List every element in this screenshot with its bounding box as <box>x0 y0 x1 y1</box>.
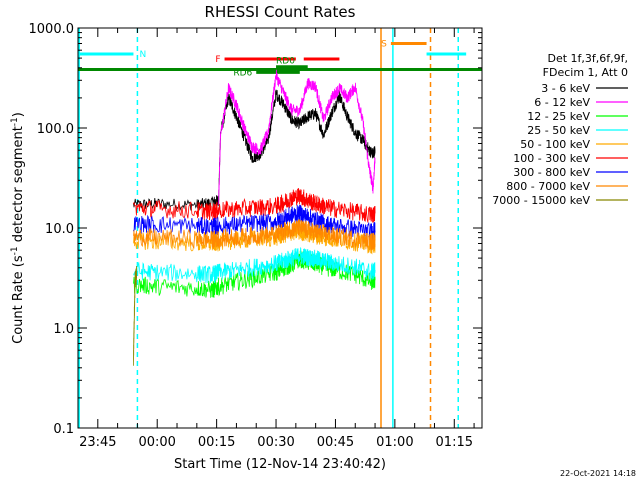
series-line-3 <box>133 246 376 284</box>
y-tick-label-0: 0.1 <box>53 422 74 437</box>
x-tick-label-4: 00:45 <box>317 435 354 450</box>
x-tick-label-3: 00:30 <box>257 435 294 450</box>
y-label-part-2: detector segment <box>11 126 26 246</box>
flag-bars: N F S RD0 RD6 <box>78 39 482 78</box>
flag-label-s: S <box>381 39 387 49</box>
axes: 0.1 1.0 10.0 100.0 1000.0 23:45 00:00 00:15 00:3… <box>29 22 482 450</box>
series-line-1 <box>218 69 376 205</box>
x-tick-label-6: 01:15 <box>436 435 473 450</box>
x-tick-label-0: 23:45 <box>79 435 116 450</box>
legend-entry-2: 12 - 25 keV <box>527 110 590 123</box>
flag-label-f: F <box>215 55 220 65</box>
y-label-sup-2: -1 <box>10 117 20 126</box>
footer-timestamp: 22-Oct-2021 14:18 <box>560 469 636 478</box>
legend-entry-8: 7000 - 15000 keV <box>492 194 590 207</box>
y-tick-label-4: 1000.0 <box>29 22 75 37</box>
series-line-8 <box>133 265 138 366</box>
chart-title: RHESSI Count Rates <box>205 3 356 21</box>
x-tick-label-1: 00:00 <box>138 435 175 450</box>
y-label-part-1: Count Rate (s <box>11 255 26 344</box>
series-lines <box>133 69 376 366</box>
legend-header-line-2: FDecim 1, Att 0 <box>543 66 628 79</box>
flag-label-rd6: RD6 <box>233 68 252 78</box>
legend-entry-1: 6 - 12 keV <box>534 96 590 109</box>
x-tick-label-2: 00:15 <box>198 435 235 450</box>
series-line-7 <box>133 218 376 251</box>
y-tick-label-2: 10.0 <box>45 222 74 237</box>
flag-label-rd0: RD0 <box>276 57 295 67</box>
legend: Det 1f,3f,6f,9f, FDecim 1, Att 0 3 - 6 k… <box>492 52 628 207</box>
y-tick-label-1: 1.0 <box>53 322 74 337</box>
y-label-part-3: ) <box>11 112 26 117</box>
legend-entry-0: 3 - 6 keV <box>541 82 590 95</box>
legend-entry-7: 800 - 7000 keV <box>506 180 590 193</box>
legend-entry-5: 100 - 300 keV <box>513 152 590 165</box>
vertical-markers <box>78 28 459 428</box>
y-axis-label: Count Rate (s-1 detector segment-1) <box>10 112 26 344</box>
legend-entry-3: 25 - 50 keV <box>527 124 590 137</box>
legend-header-line-1: Det 1f,3f,6f,9f, <box>547 52 628 65</box>
y-tick-label-3: 100.0 <box>37 122 74 137</box>
legend-entry-4: 50 - 100 keV <box>520 138 590 151</box>
y-label-sup-1: -1 <box>10 246 20 255</box>
x-axis-label: Start Time (12-Nov-14 23:40:42) <box>174 457 386 472</box>
flag-label-n: N <box>139 50 146 60</box>
legend-entry-6: 300 - 800 keV <box>513 166 590 179</box>
x-tick-label-5: 01:00 <box>376 435 413 450</box>
series-line-5 <box>133 188 376 223</box>
